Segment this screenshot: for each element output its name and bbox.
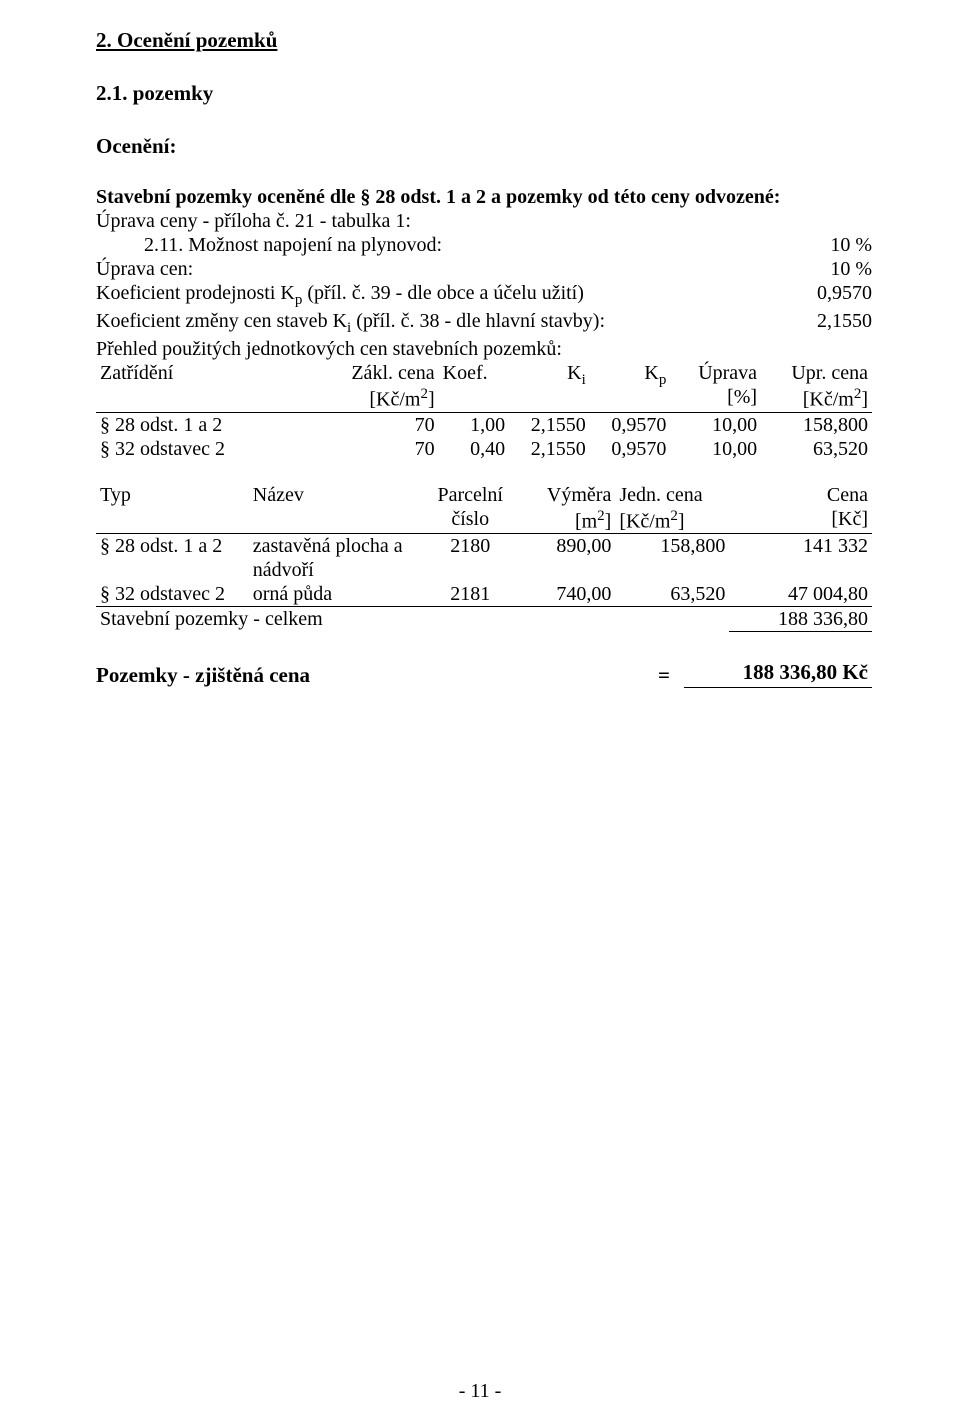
row-label: Koeficient změny cen staveb Ki (příl. č.… bbox=[96, 309, 605, 337]
cell: orná půda bbox=[249, 582, 427, 607]
result-row: Pozemky - zjištěná cena = 188 336,80 Kč bbox=[96, 660, 872, 688]
col-typ: Typ bbox=[96, 483, 249, 534]
heading-3: 2.1. pozemky bbox=[96, 81, 872, 106]
cell: 890,00 bbox=[514, 534, 616, 583]
total-label: Stavební pozemky - celkem bbox=[96, 607, 729, 632]
cell: 70 bbox=[338, 437, 439, 461]
cell: § 32 odstavec 2 bbox=[96, 582, 249, 607]
line-prehled: Přehled použitých jednotkových cen stave… bbox=[96, 337, 872, 361]
row-uprava-cen: Úprava cen: 10 % bbox=[96, 257, 872, 281]
result-label: Pozemky - zjištěná cena bbox=[96, 663, 644, 688]
total-value: 188 336,80 bbox=[729, 607, 872, 632]
cell: 0,40 bbox=[439, 437, 510, 461]
table-unit-prices: Zatřídění Zákl. cena [Kč/m2] Koef. Ki Kp… bbox=[96, 361, 872, 461]
col-zat: Zatřídění bbox=[96, 361, 338, 412]
col-ki: Ki bbox=[509, 361, 590, 412]
row-value: 2,1550 bbox=[817, 309, 872, 337]
cell: 63,520 bbox=[615, 582, 729, 607]
col-vymera: Výměra [m2] bbox=[514, 483, 616, 534]
cell: 2,1550 bbox=[509, 412, 590, 437]
cell: § 28 odst. 1 a 2 bbox=[96, 412, 338, 437]
cell: 0,9570 bbox=[590, 437, 671, 461]
col-jedncena: Jedn. cena [Kč/m2] bbox=[615, 483, 729, 534]
page: 2. Ocenění pozemků 2.1. pozemky Ocenění:… bbox=[0, 0, 960, 1425]
row-value: 10 % bbox=[830, 233, 872, 257]
table-row: § 32 odstavec 2 orná půda 2181 740,00 63… bbox=[96, 582, 872, 607]
cell: 141 332 bbox=[729, 534, 872, 583]
row-value: 0,9570 bbox=[817, 281, 872, 309]
cell: 47 004,80 bbox=[729, 582, 872, 607]
col-kp: Kp bbox=[590, 361, 671, 412]
col-nazev: Název bbox=[249, 483, 427, 534]
col-parcel: Parcelní číslo bbox=[427, 483, 514, 534]
cell: 158,800 bbox=[615, 534, 729, 583]
cell: 70 bbox=[338, 412, 439, 437]
cell: 740,00 bbox=[514, 582, 616, 607]
cell: 2180 bbox=[427, 534, 514, 583]
cell: 2181 bbox=[427, 582, 514, 607]
col-uprava: Úprava [%] bbox=[670, 361, 761, 412]
intro-line-1: Stavební pozemky oceněné dle § 28 odst. … bbox=[96, 185, 872, 209]
cell: 158,800 bbox=[761, 412, 872, 437]
col-koef: Koef. bbox=[439, 361, 510, 412]
cell: 63,520 bbox=[761, 437, 872, 461]
table-header-row: Zatřídění Zákl. cena [Kč/m2] Koef. Ki Kp… bbox=[96, 361, 872, 412]
heading-4: Ocenění: bbox=[96, 134, 872, 159]
row-label: Koeficient prodejnosti Kp (příl. č. 39 -… bbox=[96, 281, 584, 309]
cell: § 28 odst. 1 a 2 bbox=[96, 534, 249, 583]
cell: 0,9570 bbox=[590, 412, 671, 437]
cell: § 32 odstavec 2 bbox=[96, 437, 338, 461]
row-plynovod: 2.11. Možnost napojení na plynovod: 10 % bbox=[96, 233, 872, 257]
cell: zastavěná plocha a nádvoří bbox=[249, 534, 427, 583]
cell: 10,00 bbox=[670, 437, 761, 461]
page-number: - 11 - bbox=[0, 1380, 960, 1403]
table-row: § 28 odst. 1 a 2 70 1,00 2,1550 0,9570 1… bbox=[96, 412, 872, 437]
table-parcels: Typ Název Parcelní číslo Výměra [m2] Jed… bbox=[96, 483, 872, 633]
row-value: 10 % bbox=[830, 257, 872, 281]
row-kp: Koeficient prodejnosti Kp (příl. č. 39 -… bbox=[96, 281, 872, 309]
col-zakl: Zákl. cena [Kč/m2] bbox=[338, 361, 439, 412]
row-ki: Koeficient změny cen staveb Ki (příl. č.… bbox=[96, 309, 872, 337]
result-value: 188 336,80 Kč bbox=[684, 660, 872, 688]
row-label: 2.11. Možnost napojení na plynovod: bbox=[144, 233, 442, 257]
cell: 1,00 bbox=[439, 412, 510, 437]
row-label: Úprava cen: bbox=[96, 257, 193, 281]
equals-sign: = bbox=[644, 663, 684, 688]
heading-2: 2. Ocenění pozemků bbox=[96, 28, 872, 53]
col-cena: Cena [Kč] bbox=[729, 483, 872, 534]
col-uprcena: Upr. cena [Kč/m2] bbox=[761, 361, 872, 412]
table-row: § 28 odst. 1 a 2 zastavěná plocha a nádv… bbox=[96, 534, 872, 583]
table-row: § 32 odstavec 2 70 0,40 2,1550 0,9570 10… bbox=[96, 437, 872, 461]
intro-line-2: Úprava ceny - příloha č. 21 - tabulka 1: bbox=[96, 209, 872, 233]
table-header-row: Typ Název Parcelní číslo Výměra [m2] Jed… bbox=[96, 483, 872, 534]
table-total-row: Stavební pozemky - celkem 188 336,80 bbox=[96, 607, 872, 632]
cell: 2,1550 bbox=[509, 437, 590, 461]
cell: 10,00 bbox=[670, 412, 761, 437]
